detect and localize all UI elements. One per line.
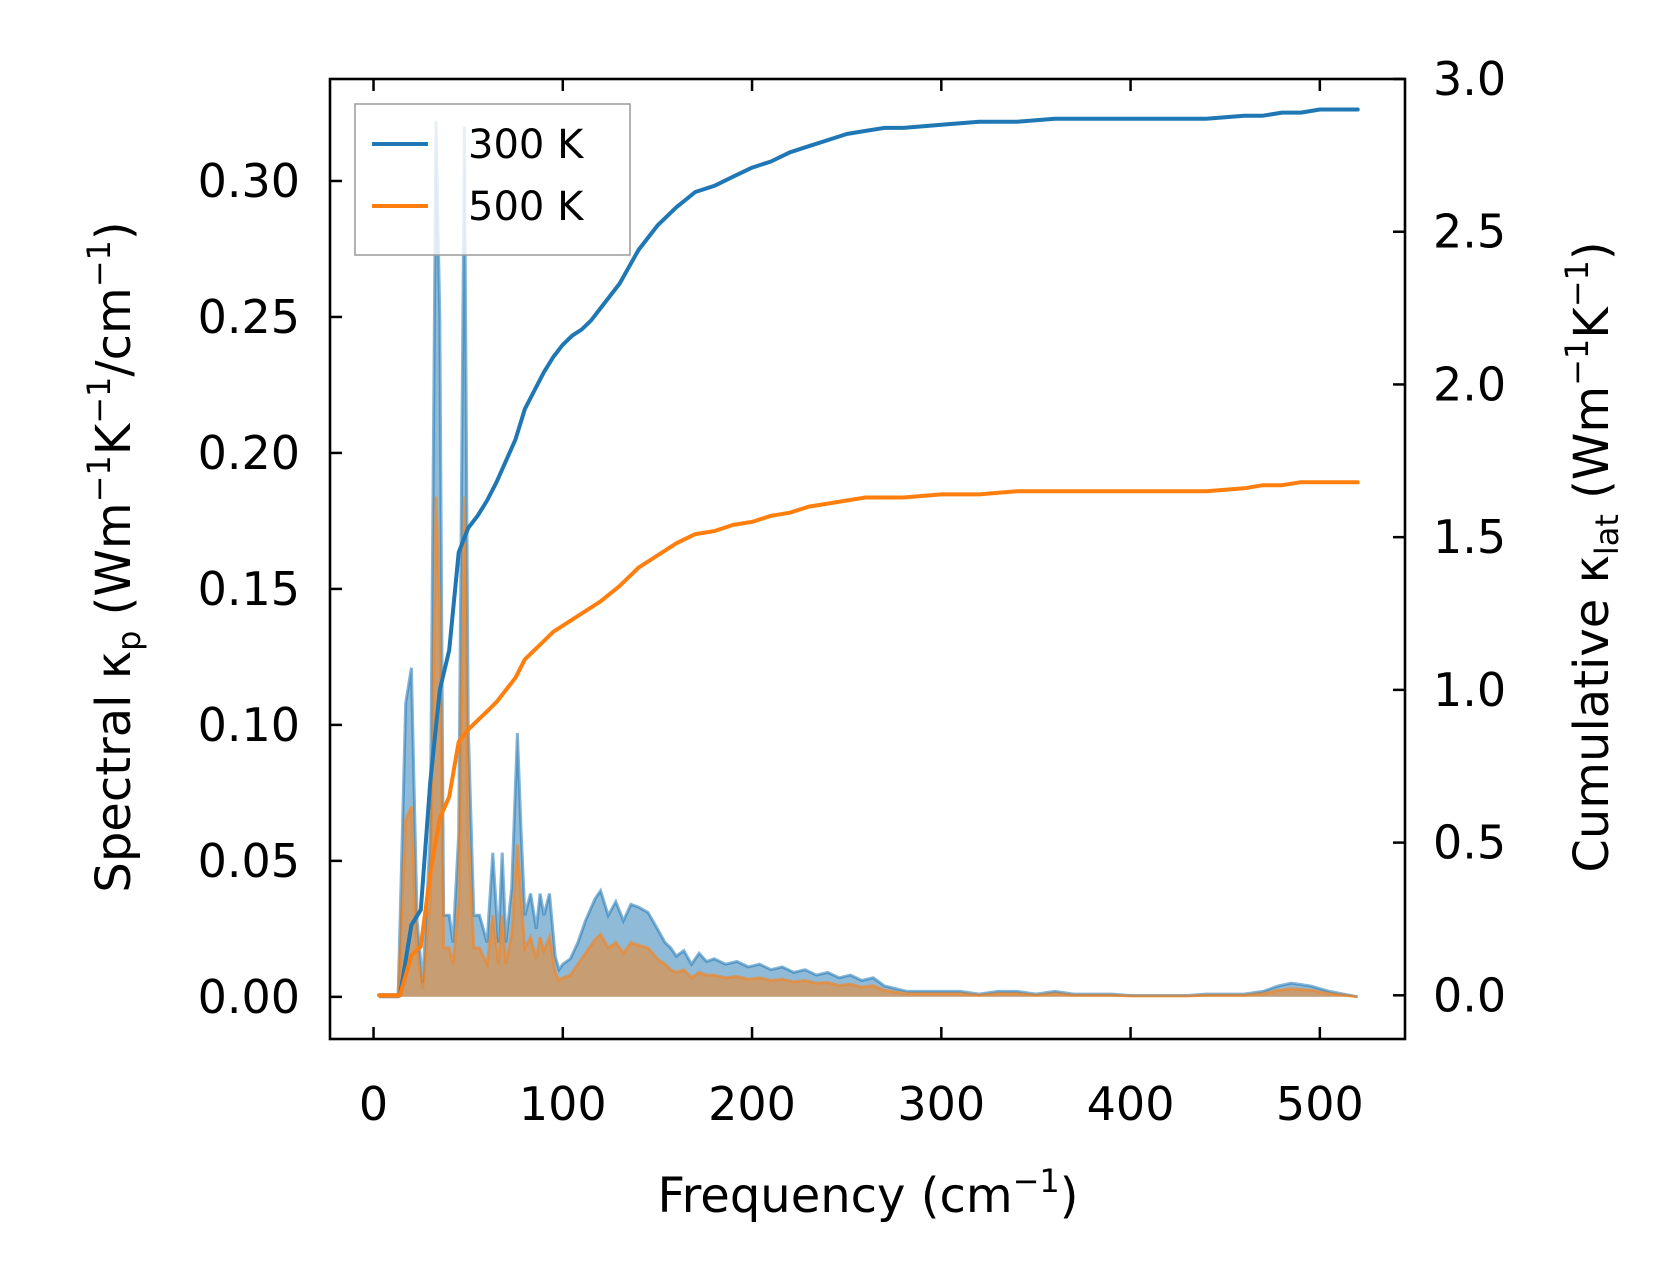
- y-right-tick-label: 0.0: [1433, 968, 1506, 1022]
- y-axis-right-label: Cumulative κlat (Wm−1K−1): [1558, 241, 1626, 872]
- y-right-tick-label: 2.0: [1433, 357, 1506, 411]
- legend-label-300k: 300 K: [468, 122, 585, 168]
- y-left-tick-label: 0.00: [198, 970, 300, 1024]
- x-tick-label: 200: [708, 1077, 796, 1131]
- spectral-line-300k: [379, 121, 1358, 999]
- y-axis-left-label: Spectral κp (Wm−1K−1/cm−1): [80, 221, 148, 892]
- legend-frame: [354, 103, 631, 256]
- x-tick-label: 100: [519, 1077, 607, 1131]
- tick-group: [330, 77, 1405, 1039]
- plot-frame: [328, 77, 1407, 1041]
- x-axis-label: Frequency (cm−1): [657, 1162, 1078, 1224]
- legend-label-500k: 500 K: [468, 184, 585, 230]
- line-group: [377, 107, 1360, 998]
- y-left-tick-label: 0.30: [198, 154, 300, 208]
- x-tick-label: 400: [1087, 1077, 1175, 1131]
- cumulative-line-500k: [377, 480, 1360, 998]
- y-right-tick-label: 0.5: [1433, 816, 1506, 870]
- y-right-tick-label: 1.5: [1433, 510, 1506, 564]
- y-right-tick-label: 2.5: [1433, 205, 1506, 259]
- spectral-fill-group: [379, 121, 1358, 999]
- y-left-tick-label: 0.05: [198, 834, 300, 888]
- y-left-tick-label: 0.10: [198, 698, 300, 752]
- y-left-tick-label: 0.20: [198, 426, 300, 480]
- y-right-tick-label: 1.0: [1433, 663, 1506, 717]
- legend: 300 K 500 K: [354, 103, 631, 256]
- y-right-tick-label: 3.0: [1433, 52, 1506, 106]
- tick-label-group: 0 100 200 300 400 500 0.00 0.05 0.10 0.15 0.20 0.25…: [198, 52, 1507, 1131]
- cumulative-line-300k: [377, 107, 1360, 998]
- x-tick-label: 0: [359, 1077, 388, 1131]
- x-tick-label: 500: [1276, 1077, 1364, 1131]
- x-tick-label: 300: [897, 1077, 985, 1131]
- spectral-line-500k: [379, 496, 1358, 999]
- y-left-tick-label: 0.15: [198, 562, 300, 616]
- y-left-tick-label: 0.25: [198, 290, 300, 344]
